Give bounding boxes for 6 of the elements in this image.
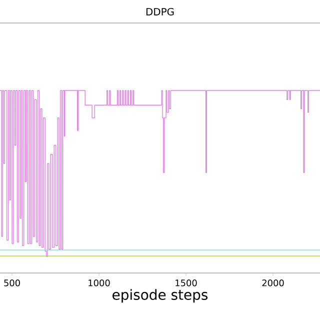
- x-tick-label: 500: [4, 280, 20, 286]
- x-axis-title: episode steps: [112, 289, 208, 303]
- x-tick-label: 1500: [176, 280, 197, 286]
- x-tick-label: 2000: [262, 280, 284, 286]
- chart-title: DDPG: [146, 8, 174, 16]
- x-tick-label: 1000: [88, 280, 110, 286]
